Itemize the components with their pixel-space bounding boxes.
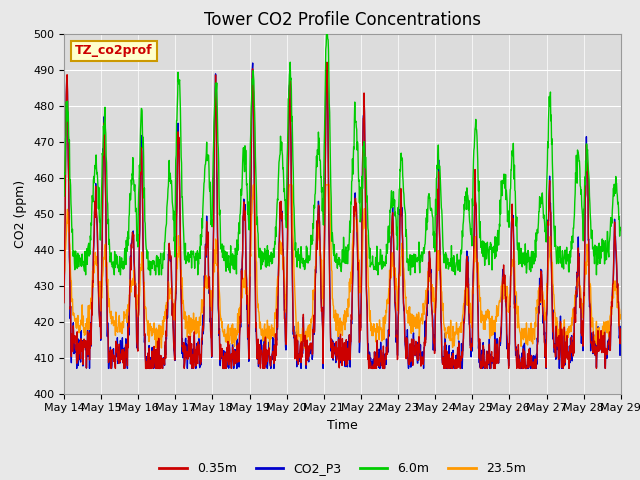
CO2_P3 (246, 240, 254, 245)
6.0m (551, 223, 559, 229)
0.35m (184, 356, 192, 362)
6.0m (60, 193, 68, 199)
CO2_P3 (323, 60, 331, 65)
23.5m (551, 310, 559, 316)
0.35m (60, 300, 68, 306)
23.5m (250, 182, 257, 188)
0.35m (323, 60, 331, 65)
23.5m (429, 286, 437, 291)
CO2_P3 (171, 354, 179, 360)
Line: 23.5m: 23.5m (64, 185, 620, 349)
6.0m (246, 141, 254, 146)
23.5m (60, 272, 68, 278)
CO2_P3 (184, 351, 192, 357)
23.5m (616, 312, 624, 318)
6.0m (171, 234, 179, 240)
0.35m (171, 357, 179, 363)
0.35m (502, 294, 510, 300)
CO2_P3 (73, 365, 81, 371)
0.35m (616, 326, 624, 332)
Line: CO2_P3: CO2_P3 (64, 62, 620, 368)
23.5m (502, 292, 510, 298)
CO2_P3 (502, 302, 510, 308)
0.35m (429, 336, 437, 341)
Title: Tower CO2 Profile Concentrations: Tower CO2 Profile Concentrations (204, 11, 481, 29)
23.5m (184, 320, 191, 325)
CO2_P3 (60, 301, 68, 307)
Y-axis label: CO2 (ppm): CO2 (ppm) (15, 180, 28, 248)
6.0m (616, 228, 624, 233)
Text: TZ_co2prof: TZ_co2prof (75, 44, 153, 58)
6.0m (184, 250, 192, 255)
6.0m (429, 233, 437, 239)
X-axis label: Time: Time (327, 419, 358, 432)
CO2_P3 (551, 341, 559, 347)
6.0m (82, 272, 90, 277)
6.0m (323, 31, 330, 36)
Legend: 0.35m, CO2_P3, 6.0m, 23.5m: 0.35m, CO2_P3, 6.0m, 23.5m (154, 457, 531, 480)
23.5m (266, 347, 273, 352)
CO2_P3 (616, 324, 624, 329)
Line: 6.0m: 6.0m (64, 34, 620, 275)
Line: 0.35m: 0.35m (64, 62, 620, 368)
0.35m (107, 365, 115, 371)
0.35m (246, 233, 254, 239)
6.0m (502, 197, 510, 203)
23.5m (246, 273, 254, 279)
23.5m (170, 317, 178, 323)
0.35m (551, 350, 559, 356)
CO2_P3 (429, 347, 437, 353)
